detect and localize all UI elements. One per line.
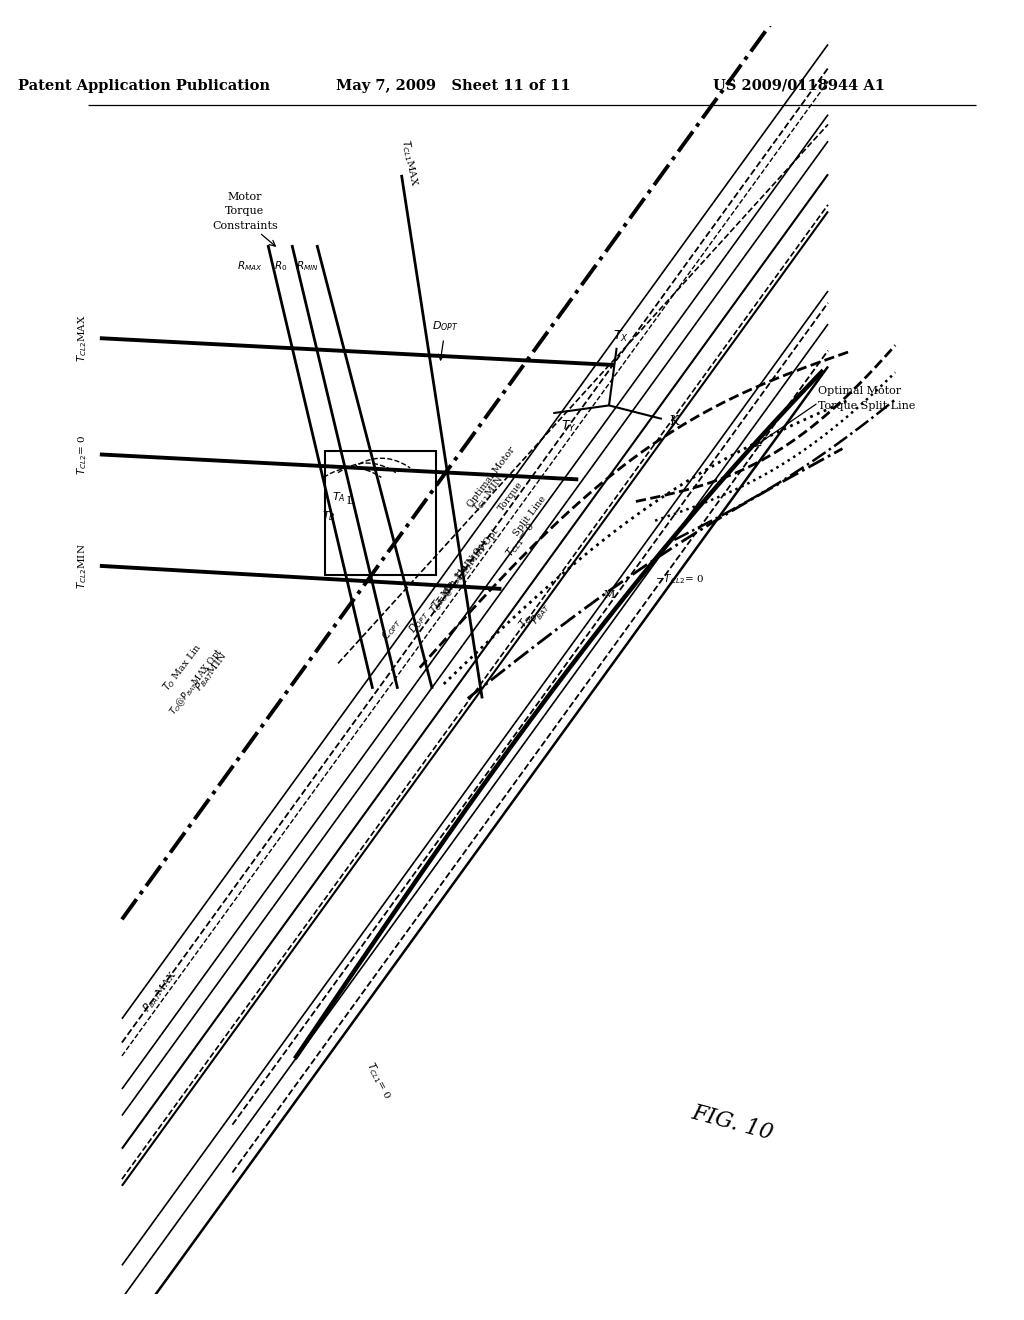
Text: US 2009/0118944 A1: US 2009/0118944 A1 — [713, 78, 885, 92]
Text: $C_{OPT}$: $C_{OPT}$ — [379, 615, 404, 643]
Text: $T_{CL2}$= 0: $T_{CL2}$= 0 — [76, 434, 89, 474]
Text: $P_{BAT}$: $P_{BAT}$ — [528, 601, 553, 627]
Text: $D_{OPT}$: $D_{OPT}$ — [432, 319, 459, 333]
Text: $T_{CL2}$MIN: $T_{CL2}$MIN — [76, 543, 89, 589]
Text: $T_B$: $T_B$ — [322, 510, 335, 523]
Text: Motor: Motor — [227, 191, 262, 202]
Text: $R_{MIN}$: $R_{MIN}$ — [296, 259, 318, 273]
Text: May 7, 2009   Sheet 11 of 11: May 7, 2009 Sheet 11 of 11 — [336, 78, 570, 92]
Text: M: M — [603, 590, 614, 599]
Text: $R_{MAX}$: $R_{MAX}$ — [237, 259, 262, 273]
Text: $T_O$ Min Lin: $T_O$ Min Lin — [429, 560, 473, 612]
Bar — [325, 450, 436, 576]
Text: $T_O$: $T_O$ — [516, 612, 536, 631]
Text: Optimal Motor: Optimal Motor — [818, 385, 901, 396]
Text: $T_O$= 0: $T_O$= 0 — [427, 585, 457, 616]
Text: $P_{BAT}$MAX: $P_{BAT}$MAX — [140, 968, 180, 1015]
Text: $T_{CL1}$MIN Opt: $T_{CL1}$MIN Opt — [454, 524, 504, 585]
Text: $P_{BAT}$MIN: $P_{BAT}$MIN — [191, 649, 230, 694]
Text: Torque Split Line: Torque Split Line — [818, 401, 915, 412]
Text: $T_{CL1}$= 0: $T_{CL1}$= 0 — [362, 1060, 394, 1102]
Text: $-T_{CL2}$= 0: $-T_{CL2}$= 0 — [655, 573, 705, 586]
Text: $T_O$@$P_{BAT}$MIN Opt: $T_O$@$P_{BAT}$MIN Opt — [433, 536, 493, 607]
Text: Optimal Motor: Optimal Motor — [466, 446, 517, 510]
Text: $R_0$: $R_0$ — [273, 259, 287, 273]
Text: Torque: Torque — [225, 206, 264, 216]
Text: $D_{OPT}$: $D_{OPT}$ — [406, 607, 432, 636]
Text: $T_A$: $T_A$ — [332, 490, 346, 504]
Text: K: K — [670, 416, 679, 428]
Text: $T_{CL2}$MAX: $T_{CL2}$MAX — [76, 314, 89, 362]
Text: $T_Y$: $T_Y$ — [561, 418, 577, 434]
Text: FIG. 10: FIG. 10 — [689, 1102, 775, 1144]
Text: $T_O$ Max Lin: $T_O$ Max Lin — [160, 642, 205, 694]
Text: Split Line: Split Line — [512, 494, 548, 537]
Text: $T_{CL1}$= 0: $T_{CL1}$= 0 — [503, 520, 539, 560]
Text: $T_O$@$P_{BAT}$MAX Opt: $T_O$@$P_{BAT}$MAX Opt — [167, 644, 226, 718]
Text: $T_{CL1}$MAX: $T_{CL1}$MAX — [398, 139, 422, 189]
Text: Torque: Torque — [497, 480, 525, 513]
Text: Patent Application Publication: Patent Application Publication — [18, 78, 270, 92]
Text: $T_X$: $T_X$ — [612, 329, 629, 343]
Text: L: L — [347, 496, 354, 507]
Text: Constraints: Constraints — [212, 220, 278, 231]
Text: $T_{CL1}$MIN: $T_{CL1}$MIN — [470, 473, 507, 515]
